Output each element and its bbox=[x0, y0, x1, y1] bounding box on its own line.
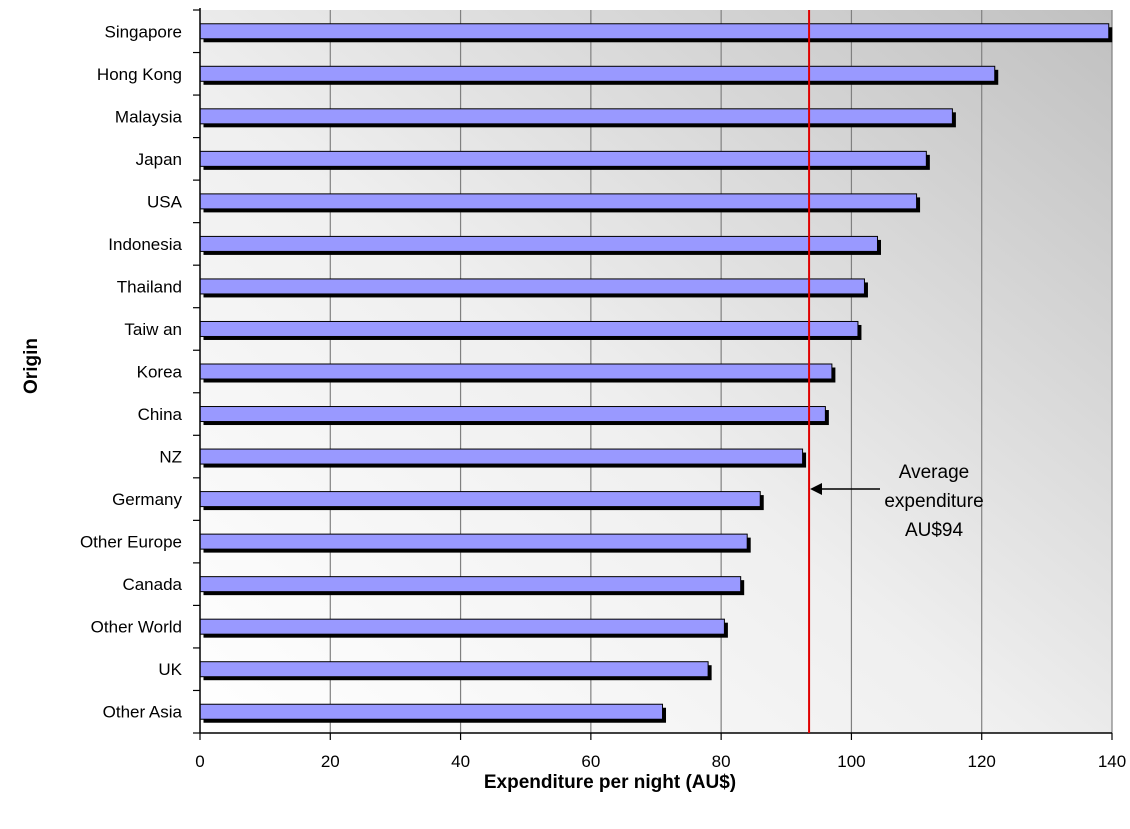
y-tick-label: China bbox=[138, 405, 183, 424]
y-tick-label: NZ bbox=[159, 448, 182, 467]
y-tick-label: Thailand bbox=[117, 277, 182, 296]
bar bbox=[199, 703, 664, 720]
y-tick-label: UK bbox=[158, 660, 182, 679]
x-tick-label: 80 bbox=[712, 752, 731, 771]
bar bbox=[199, 235, 878, 252]
annotation-line: expenditure bbox=[884, 491, 983, 512]
x-axis-title: Expenditure per night (AU$) bbox=[484, 772, 736, 793]
y-tick-label: Indonesia bbox=[108, 235, 182, 254]
x-tick-label: 20 bbox=[321, 752, 340, 771]
x-tick-label: 100 bbox=[837, 752, 865, 771]
y-axis-title: Origin bbox=[21, 338, 42, 394]
y-tick-label: USA bbox=[147, 192, 183, 211]
y-tick-label: Hong Kong bbox=[97, 65, 182, 84]
annotation-line: AU$94 bbox=[905, 520, 964, 541]
bar bbox=[199, 108, 953, 125]
axes bbox=[193, 8, 1113, 740]
annotation-line: Average bbox=[899, 462, 969, 483]
x-tick-labels: 0 20 40 60 80 100 120 140 bbox=[195, 752, 1126, 771]
y-tick-label: Other Asia bbox=[103, 703, 183, 722]
x-tick-label: 140 bbox=[1098, 752, 1126, 771]
y-tick-labels: Singapore Hong Kong Malaysia Japan USA Indone… bbox=[80, 22, 183, 721]
bar bbox=[199, 618, 725, 635]
bar bbox=[199, 576, 742, 593]
bar bbox=[199, 150, 927, 167]
y-tick-label: Other World bbox=[91, 618, 182, 637]
reference-annotation: Average expenditure AU$94 bbox=[884, 462, 983, 541]
bar bbox=[199, 448, 804, 465]
y-tick-label: Taiw an bbox=[124, 320, 182, 339]
y-tick-label: Korea bbox=[137, 363, 183, 382]
bar bbox=[199, 533, 748, 550]
bar bbox=[199, 278, 865, 295]
bar bbox=[199, 23, 1110, 40]
reference-line-group bbox=[808, 10, 880, 733]
y-tick-label: Germany bbox=[112, 490, 182, 509]
x-tick-label: 60 bbox=[581, 752, 600, 771]
bar bbox=[199, 320, 859, 337]
y-tick-label: Other Europe bbox=[80, 533, 182, 552]
y-tick-label: Singapore bbox=[104, 22, 182, 41]
x-tick-label: 0 bbox=[195, 752, 204, 771]
bar bbox=[199, 65, 996, 82]
y-tick-label: Malaysia bbox=[115, 107, 183, 126]
y-tick-label: Canada bbox=[122, 575, 182, 594]
bar bbox=[199, 363, 833, 380]
bar bbox=[199, 661, 709, 678]
y-tick-label: Japan bbox=[136, 150, 182, 169]
bar bbox=[199, 491, 761, 508]
bar bbox=[199, 406, 826, 423]
x-tick-label: 40 bbox=[451, 752, 470, 771]
x-tick-label: 120 bbox=[968, 752, 996, 771]
